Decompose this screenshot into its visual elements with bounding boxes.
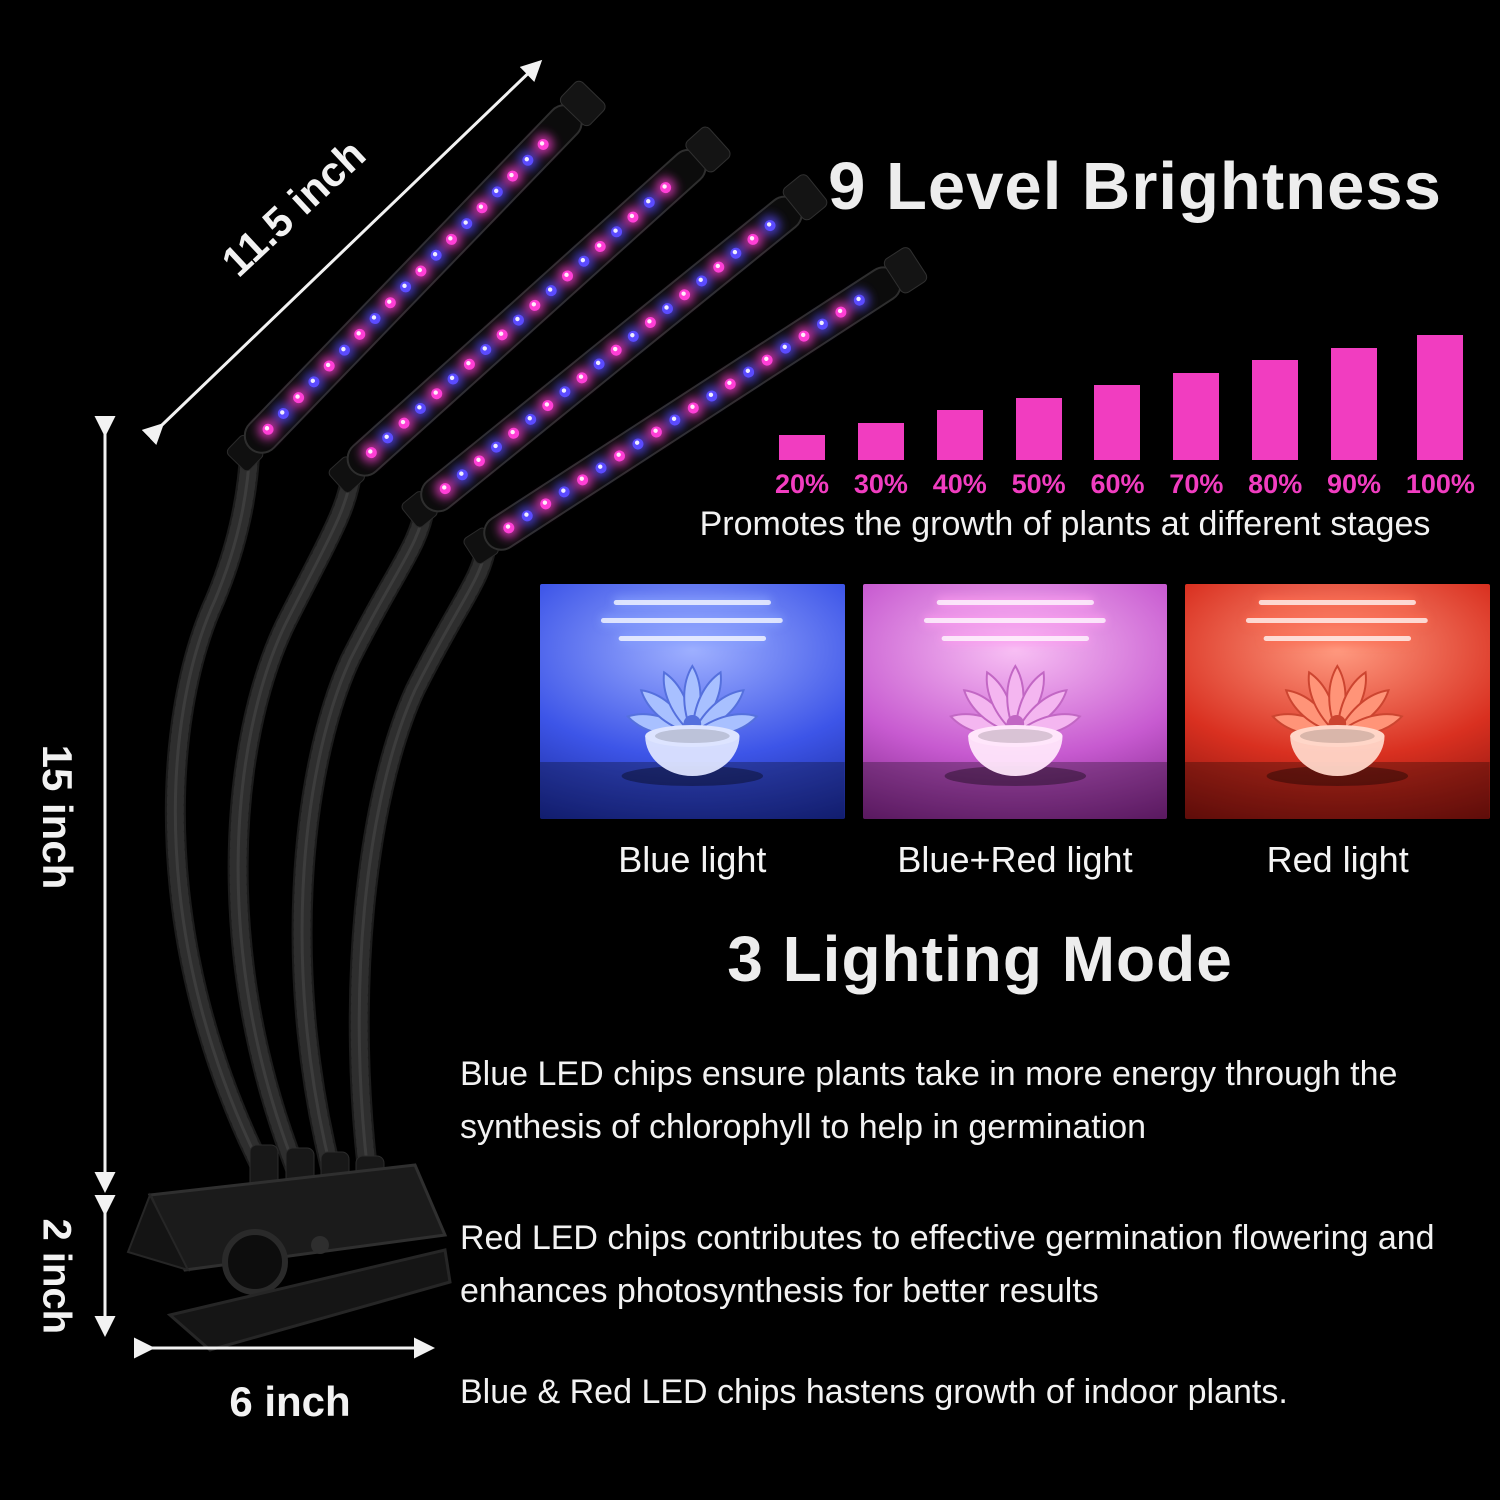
chart-bar-column: 80% — [1248, 360, 1302, 500]
lighting-modes-row: Blue light Blue+Red light — [540, 584, 1491, 881]
chart-bar-label: 40% — [932, 469, 987, 499]
photo-light-strips — [923, 598, 1106, 643]
chart-bar — [1173, 372, 1220, 460]
lighting-mode-red: Red light — [1185, 584, 1491, 881]
dimension-label-gooseneck-height: 15 inch — [34, 744, 81, 890]
chart-bar — [857, 422, 904, 460]
plant-photo-illustration — [1185, 598, 1491, 819]
mode-photo-0 — [540, 584, 845, 819]
mode-photo-2 — [1185, 584, 1491, 819]
plant-photo-illustration — [862, 598, 1168, 819]
description-blue-led: Blue LED chips ensure plants take in mor… — [460, 1055, 1398, 1146]
mode-label-blue: Blue light — [618, 839, 767, 880]
brightness-title: 9 Level Brightness — [828, 149, 1442, 224]
dimension-label-base-width: 6 inch — [229, 1378, 351, 1425]
lighting-mode-blue: Blue light — [540, 584, 845, 881]
chart-bar — [1094, 385, 1141, 460]
chart-bar-column: 70% — [1169, 372, 1224, 501]
chart-bar-label: 20% — [775, 469, 830, 499]
chart-bar-column: 40% — [933, 410, 987, 500]
chart-bar-column: 20% — [775, 435, 829, 500]
gooseneck-arms — [164, 437, 498, 1201]
photo-light-strips — [1246, 598, 1429, 643]
plant-bowl — [1290, 725, 1385, 776]
chart-bar-label: 80% — [1248, 469, 1303, 499]
chart-bar-column: 60% — [1090, 385, 1144, 500]
lighting-mode-blue-red: Blue+Red light — [862, 584, 1168, 881]
chart-bar-label: 90% — [1327, 469, 1382, 499]
brightness-chart: 20% 30% 40% 50% 60% 70% 80% 90% 100% — [775, 322, 1475, 500]
chart-bar-column: 30% — [853, 422, 908, 501]
chart-bar-label: 60% — [1090, 469, 1145, 499]
description-red-led: Red LED chips contributes to effective g… — [460, 1219, 1435, 1310]
chart-bar-label: 100% — [1405, 469, 1475, 499]
dimension-label-clip-height: 2 inch — [34, 1218, 79, 1335]
mode-label-blue-red: Blue+Red light — [897, 839, 1133, 880]
chart-bar — [936, 410, 983, 460]
succulent-plant — [948, 664, 1082, 737]
dimension-arrows — [94, 59, 543, 1359]
lighting-mode-title: 3 Lighting Mode — [727, 923, 1233, 995]
mode-photo-1 — [862, 584, 1168, 819]
chart-bar-column: 50% — [1011, 397, 1066, 501]
plant-bowl — [967, 725, 1063, 776]
plant-photo-illustration — [540, 598, 845, 819]
arrow-tube-length — [141, 59, 543, 446]
chart-bar — [779, 435, 826, 460]
chart-bar-column: 90% — [1327, 347, 1382, 501]
chart-bar — [1252, 360, 1299, 460]
brightness-subtitle: Promotes the growth of plants at differe… — [699, 505, 1431, 543]
clip-base — [126, 1144, 452, 1352]
plant-bowl — [645, 725, 740, 776]
chart-bar — [1015, 397, 1062, 460]
succulent-plant — [625, 664, 759, 737]
description-blue-red-led: Blue & Red LED chips hastens growth of i… — [460, 1373, 1288, 1411]
chart-bar — [1331, 347, 1378, 460]
grow-light-product-image — [94, 59, 928, 1359]
chart-bar-label: 70% — [1169, 469, 1224, 499]
mode-label-red: Red light — [1266, 839, 1409, 880]
led-tube — [463, 247, 928, 565]
photo-light-strips — [600, 598, 783, 643]
chart-bar-label: 50% — [1011, 469, 1066, 499]
chart-bar-label: 30% — [853, 469, 908, 499]
chart-bar-column: 100% — [1406, 335, 1475, 500]
chart-bar — [1417, 335, 1464, 460]
